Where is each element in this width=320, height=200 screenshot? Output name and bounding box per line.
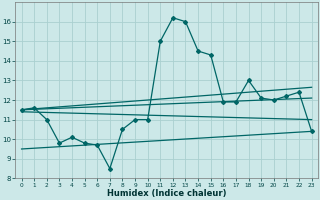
X-axis label: Humidex (Indice chaleur): Humidex (Indice chaleur): [107, 189, 226, 198]
